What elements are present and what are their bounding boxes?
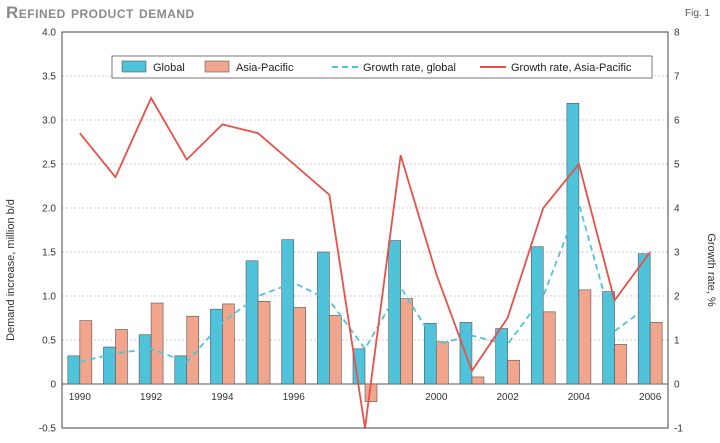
x-tick-label: 1990 xyxy=(69,392,92,403)
legend: Global Asia-Pacific Growth rate, global Gro… xyxy=(111,55,653,79)
global-bar xyxy=(602,291,615,385)
global-bar xyxy=(281,239,295,385)
right-axis-label: Growth rate, % xyxy=(705,233,717,307)
x-tick-label: 1992 xyxy=(140,392,163,403)
legend-label: Global xyxy=(153,62,185,74)
global-bar xyxy=(67,355,81,385)
asia-pacific-bar xyxy=(471,376,485,385)
chart-title: Refined product demand xyxy=(6,3,195,22)
global-bar xyxy=(637,253,651,385)
y-tick-label: 4.0 xyxy=(42,28,56,39)
asia-pacific-bar xyxy=(329,315,342,385)
asia-pacific-bar xyxy=(578,289,592,385)
bars xyxy=(67,102,663,402)
x-tick-label: 2002 xyxy=(496,392,519,403)
y2-tick-label: 8 xyxy=(674,28,680,39)
legend-label: Growth rate, global xyxy=(363,62,456,74)
y-tick-label: 1.5 xyxy=(42,248,56,259)
asia-pacific-bar xyxy=(400,298,413,385)
x-axis-ticks: 1990 1992 1994 1996 2000 2002 2004 2006 xyxy=(69,392,662,403)
figure-label: Fig. 1 xyxy=(684,8,710,19)
global-bar xyxy=(530,246,544,385)
left-axis-label: Demand increase, million b/d xyxy=(5,199,17,341)
y-tick-label: 3.0 xyxy=(42,116,56,127)
asia-pacific-bar xyxy=(222,303,235,385)
legend-label: Growth rate, Asia-Pacific xyxy=(511,62,632,74)
asia-pacific-bar xyxy=(649,322,663,385)
y-tick-label: 1.0 xyxy=(42,292,56,303)
y-tick-label: 3.5 xyxy=(42,72,56,83)
asia-pacific-bar xyxy=(257,300,271,385)
asia-pacific-bar xyxy=(542,311,556,385)
global-bar xyxy=(103,346,116,385)
global-growth-line xyxy=(79,200,651,364)
left-axis-ticks: -0.5 0 0.5 1.0 1.5 2.0 2.5 3.0 3.5 4.0 xyxy=(39,28,57,435)
asia-pacific-bar xyxy=(150,302,164,385)
y2-tick-label: -1 xyxy=(674,424,683,435)
y-tick-label: 0 xyxy=(50,380,56,391)
y2-tick-label: 2 xyxy=(674,292,680,303)
global-bar xyxy=(566,102,580,385)
plot-frame xyxy=(61,31,669,429)
y2-tick-label: 5 xyxy=(674,160,680,171)
right-axis-ticks: -1 0 1 2 3 4 5 6 7 8 xyxy=(674,28,683,435)
asia-pacific-bar xyxy=(614,344,627,385)
legend-label: Asia-Pacific xyxy=(236,62,294,74)
global-bar xyxy=(210,308,223,385)
asia-pacific-bar xyxy=(186,315,200,385)
global-bar xyxy=(138,334,152,385)
x-tick-label: 1994 xyxy=(211,392,234,403)
y-tick-label: 2.0 xyxy=(42,204,56,215)
asia-pacific-bar xyxy=(79,320,93,385)
y2-tick-label: 7 xyxy=(674,72,680,83)
x-tick-label: 2006 xyxy=(639,392,662,403)
y-tick-label: -0.5 xyxy=(39,424,57,435)
asia-pacific-bar xyxy=(435,341,449,385)
global-bar xyxy=(245,260,259,385)
x-tick-label: 2000 xyxy=(425,392,448,403)
legend-box xyxy=(111,55,653,79)
asia-pacific-bar xyxy=(115,329,128,385)
x-tick-label: 2004 xyxy=(568,392,591,403)
x-tick-label: 1996 xyxy=(283,392,306,403)
global-bar xyxy=(388,240,401,385)
y2-tick-label: 1 xyxy=(674,336,680,347)
y2-tick-label: 6 xyxy=(674,116,680,127)
y-tick-label: 0.5 xyxy=(42,336,56,347)
global-bar xyxy=(495,328,508,385)
y2-tick-label: 4 xyxy=(674,204,680,215)
legend-swatch xyxy=(121,60,147,73)
y2-tick-label: 0 xyxy=(674,380,680,391)
global-bar xyxy=(317,251,330,385)
legend-swatch xyxy=(204,60,230,73)
y-tick-label: 2.5 xyxy=(42,160,56,171)
y2-tick-label: 3 xyxy=(674,248,680,259)
asia-pacific-bar xyxy=(293,307,307,385)
asia-pacific-bar xyxy=(507,359,520,385)
global-bar xyxy=(423,322,437,385)
